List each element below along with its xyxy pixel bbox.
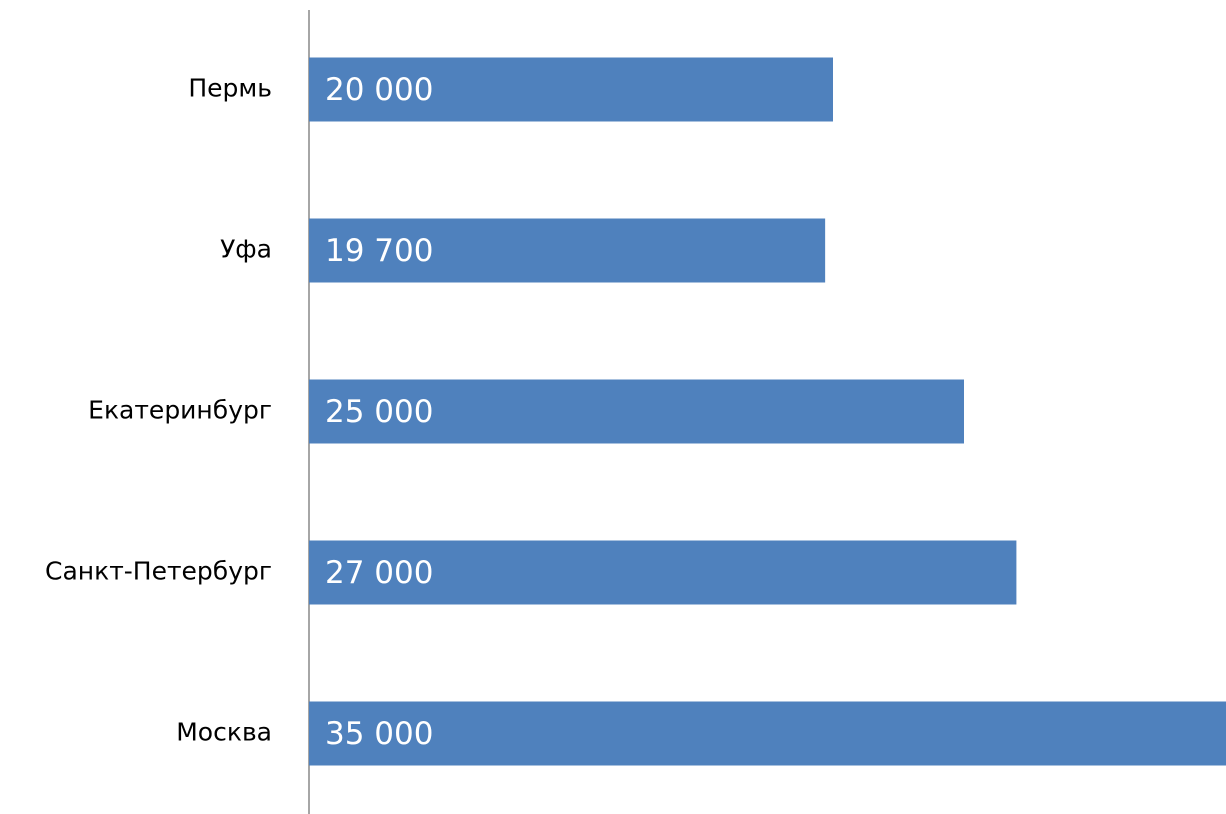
bar — [309, 218, 826, 283]
data-label: 25 000 — [325, 394, 433, 430]
category-label: Екатеринбург — [88, 396, 272, 425]
bar — [309, 701, 1226, 766]
data-label: 19 700 — [325, 233, 433, 269]
category-label: Москва — [176, 718, 272, 747]
data-label: 20 000 — [325, 72, 433, 108]
category-label: Уфа — [220, 235, 272, 264]
bar — [309, 379, 964, 444]
bar — [309, 540, 1017, 605]
bar — [309, 57, 833, 122]
data-label: 35 000 — [325, 716, 433, 752]
category-label: Пермь — [188, 74, 272, 103]
category-label: Санкт-Петербург — [45, 557, 272, 586]
data-label: 27 000 — [325, 555, 433, 591]
